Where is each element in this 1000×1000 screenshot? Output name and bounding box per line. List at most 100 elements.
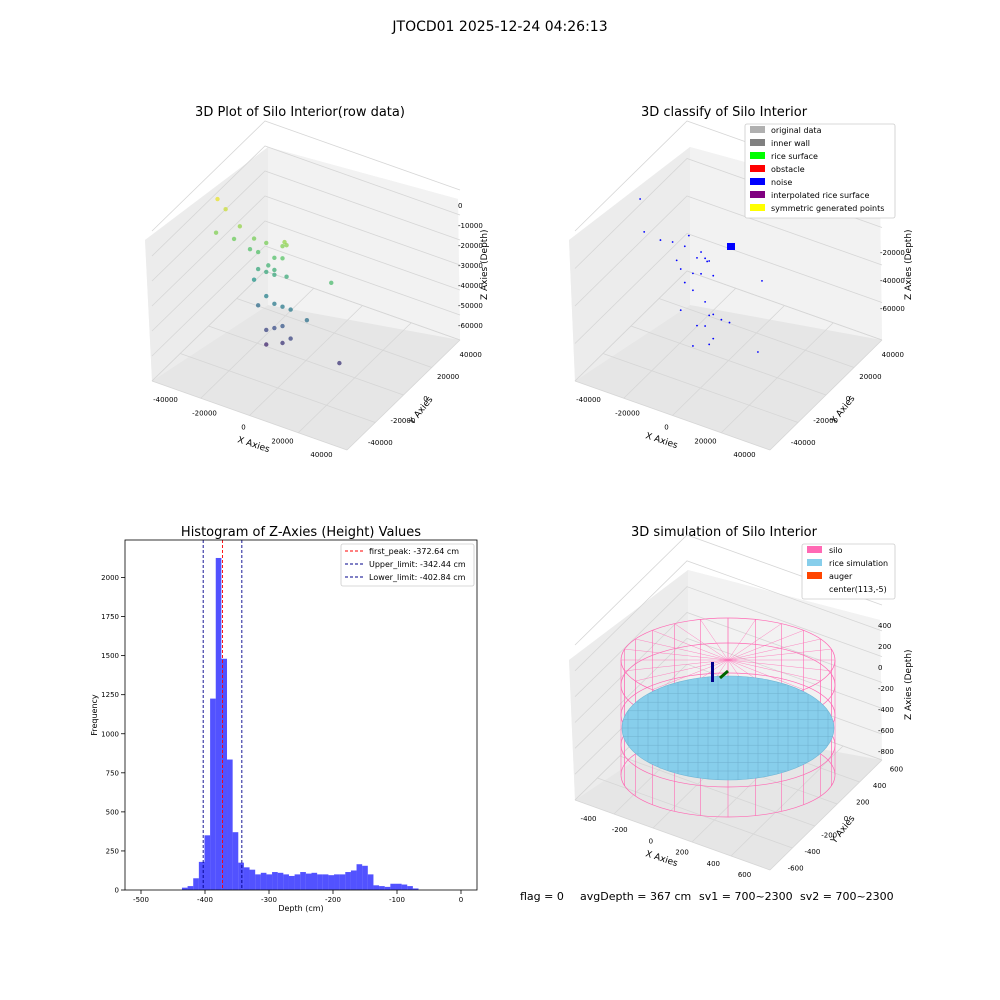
- classify-legend-swatch: [750, 204, 765, 211]
- raw-grid-line: [151, 120, 461, 232]
- classify-legend-label: inner wall: [771, 139, 810, 148]
- sim-ztick: -600: [878, 727, 894, 735]
- raw-ztick: -50000: [458, 302, 483, 310]
- hist-ytick: 500: [106, 808, 119, 816]
- footer-flag: flag = 0: [520, 890, 564, 903]
- raw-point: [255, 266, 261, 272]
- classify-grid-line: [658, 298, 855, 368]
- raw-grid-line: [151, 170, 461, 282]
- hist-bar: [255, 874, 261, 890]
- raw-ztick: -10000: [458, 222, 483, 230]
- hist-bar: [401, 884, 408, 890]
- silo-roof-spoke: [652, 630, 729, 661]
- raw-xtick: 20000: [271, 437, 293, 445]
- hist-bar: [305, 873, 312, 890]
- classify-legend-swatch: [750, 126, 765, 133]
- auger-shaft: [711, 662, 714, 682]
- sim-xtick: 400: [707, 860, 720, 868]
- sim-ztick: -800: [878, 748, 894, 756]
- raw-ytick: 20000: [437, 373, 459, 381]
- hist-ytick: 1250: [101, 691, 119, 699]
- hist-ytick: 1750: [101, 613, 119, 621]
- hist-bar: [288, 875, 295, 890]
- classify-legend-swatch: [750, 165, 765, 172]
- silo-roof-spoke: [727, 659, 832, 672]
- hist-plot-area: [125, 540, 477, 890]
- raw-point: [247, 247, 253, 252]
- classify-grid: [574, 120, 883, 451]
- raw-point: [264, 327, 269, 333]
- raw-ztick: -20000: [458, 242, 483, 250]
- classify-legend-box: [744, 123, 896, 219]
- raw-point: [264, 269, 269, 275]
- raw-point: [231, 236, 237, 242]
- classify-legend-label: obstacle: [771, 165, 805, 174]
- sim-auger: [711, 662, 729, 682]
- classify-pane-left: [569, 147, 690, 381]
- sim-ytick: 400: [873, 782, 886, 790]
- classify-point: [639, 198, 642, 200]
- hist-bar: [322, 874, 329, 890]
- classify-point: [712, 274, 715, 277]
- sim-grid-line: [769, 759, 883, 871]
- classify-grid-line: [720, 322, 834, 434]
- classify-legend-label: original data: [771, 126, 822, 135]
- raw-point: [237, 224, 243, 229]
- hist-ylabel: Frequency: [90, 694, 99, 736]
- raw-point: [215, 196, 220, 202]
- classify-ztick: -20000: [880, 249, 905, 257]
- hist-xtick: 0: [459, 896, 463, 904]
- classify-xtick: 20000: [694, 437, 716, 445]
- sim-ytick: -400: [804, 848, 820, 856]
- classify-point: [700, 251, 702, 253]
- hist-bar: [384, 886, 391, 890]
- hist-bar: [339, 874, 346, 890]
- sim-legend-swatch: [807, 572, 822, 579]
- classify-point-cluster: [727, 243, 735, 250]
- classify-ylabel: Y Axies: [829, 394, 858, 427]
- raw-pane-back: [268, 147, 460, 340]
- hist-bar: [277, 872, 284, 890]
- hist-ytick: 1000: [101, 730, 119, 738]
- classify-point: [675, 259, 678, 262]
- hist-bar: [356, 864, 363, 890]
- hist-ytick: 1500: [101, 652, 119, 660]
- hist-bar: [243, 867, 250, 890]
- hist-bar: [390, 883, 396, 890]
- hist-bar: [300, 872, 306, 890]
- raw-grid-line: [346, 339, 461, 451]
- panel-raw-3d: 3D Plot of Silo Interior(row data) -4000…: [145, 105, 490, 459]
- figure-title: JTOCD01 2025-12-24 04:26:13: [391, 19, 607, 35]
- hist-bar: [412, 888, 419, 890]
- classify-grid-line: [769, 339, 883, 451]
- classify-point: [683, 281, 686, 284]
- hist-ytick: 750: [106, 769, 119, 777]
- classify-point: [679, 309, 682, 312]
- classify-point: [671, 241, 674, 243]
- classify-legend-label: interpolated rice surface: [771, 191, 869, 200]
- classify-point: [679, 268, 682, 270]
- classify-legend-swatch: [750, 139, 765, 146]
- classify-zlabel: Z Axies (Depth): [904, 229, 914, 300]
- sim-ytick: 600: [890, 766, 903, 774]
- hist-frame: [124, 539, 478, 891]
- hist-bar: [283, 874, 289, 890]
- classify-legend-swatch: [750, 152, 765, 159]
- hist-bar: [227, 759, 233, 890]
- hist-bar: [362, 865, 368, 890]
- classify-point: [700, 272, 702, 275]
- classify-point: [683, 245, 686, 248]
- sim-title: 3D simulation of Silo Interior: [631, 525, 818, 540]
- footer-avg-depth: avgDepth = 367 cm: [580, 890, 691, 903]
- raw-point: [272, 255, 277, 261]
- sim-xtick: 200: [675, 849, 688, 857]
- sim-legend-swatch: [807, 559, 822, 566]
- classify-legend: original data inner wall rice surface obsta…: [744, 123, 896, 219]
- hist-legend-box: [340, 543, 475, 587]
- sim-grid-line: [574, 612, 883, 723]
- hist-bar: [311, 872, 318, 890]
- classify-ztick: -40000: [880, 277, 905, 285]
- sim-legend-swatch: [807, 585, 822, 592]
- classify-point: [692, 345, 694, 347]
- panel-histogram: Histogram of Z-Axies (Height) Values -50…: [90, 525, 478, 913]
